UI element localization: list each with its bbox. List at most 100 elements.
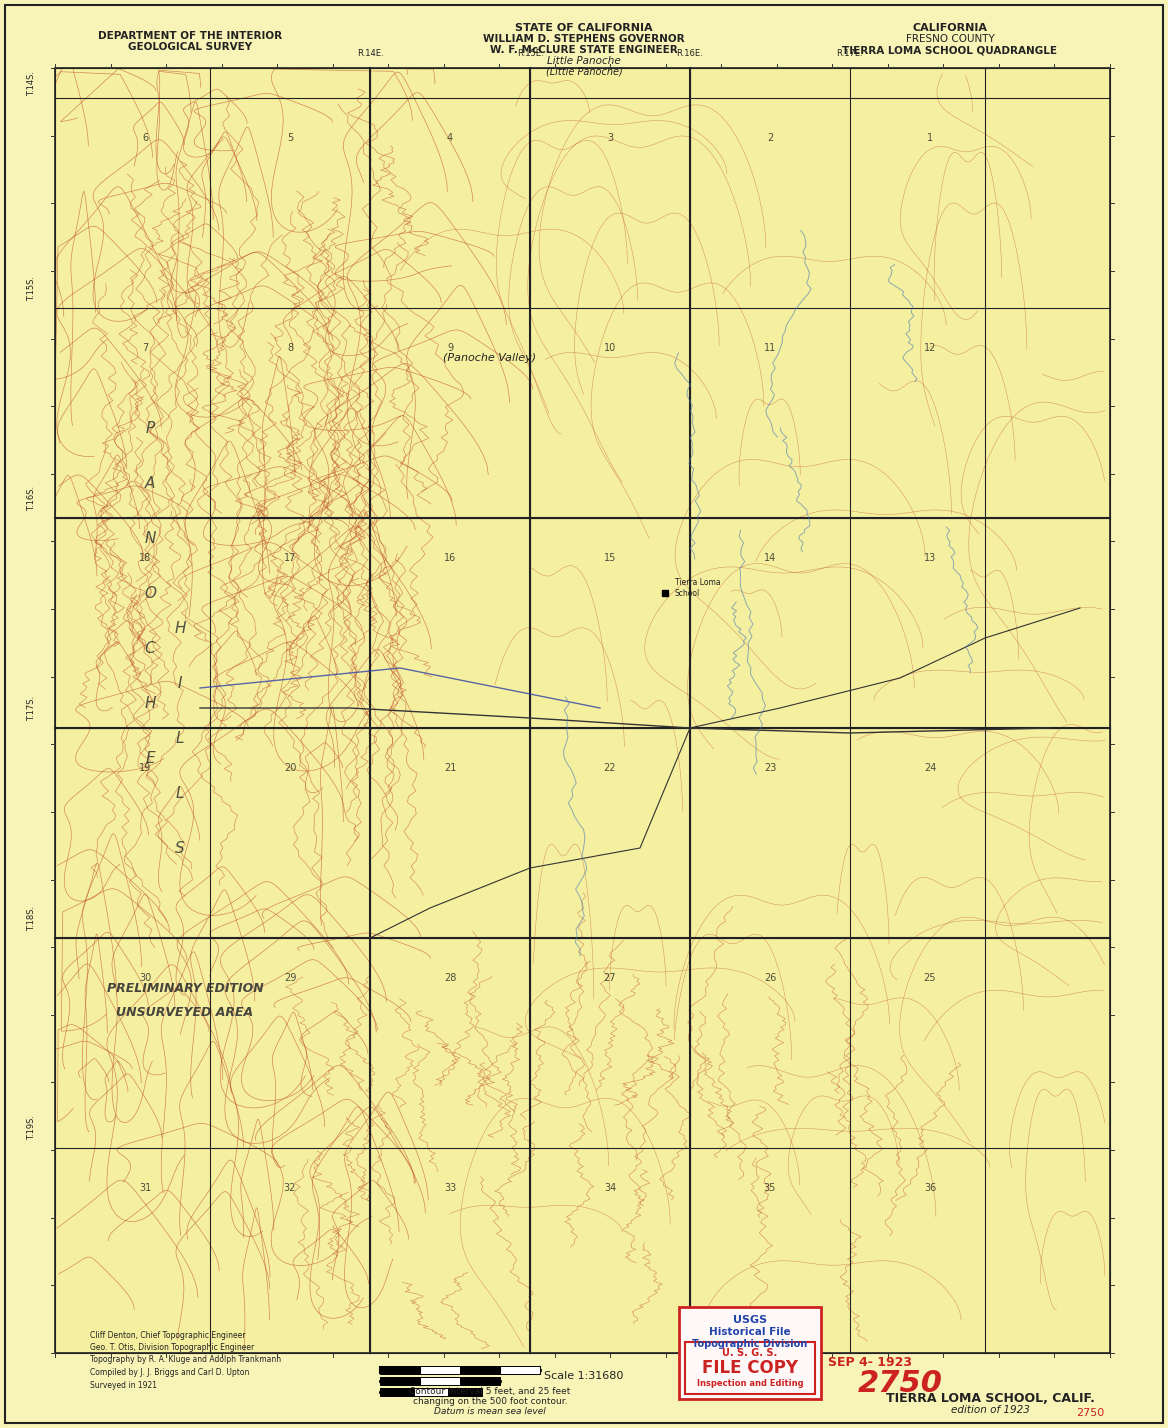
Text: 13: 13 [924,553,936,563]
Text: H: H [145,695,155,711]
Text: 20: 20 [284,763,297,773]
Text: 5: 5 [287,133,293,143]
Bar [449,1388,482,1397]
Text: FRESNO COUNTY: FRESNO COUNTY [905,34,994,44]
Text: 15: 15 [604,553,617,563]
Bar [500,1367,540,1374]
Text: 33: 33 [444,1182,457,1192]
Text: PRELIMINARY EDITION: PRELIMINARY EDITION [106,981,263,994]
Text: 7: 7 [141,343,148,353]
Text: SEP 4- 1923: SEP 4- 1923 [828,1357,912,1369]
Text: 4: 4 [447,133,453,143]
Text: 17: 17 [284,553,297,563]
Text: (Panoche Valley): (Panoche Valley) [444,353,536,363]
Text: 6: 6 [142,133,148,143]
Text: DEPARTMENT OF THE INTERIOR: DEPARTMENT OF THE INTERIOR [98,31,281,41]
Text: T.15S.: T.15S. [28,276,36,300]
Text: T.19S.: T.19S. [28,1115,36,1141]
Text: 11: 11 [764,343,776,353]
Text: S: S [175,841,185,855]
Text: 2750: 2750 [857,1368,943,1398]
Text: 36: 36 [924,1182,936,1192]
Text: 23: 23 [764,763,777,773]
Text: E: E [145,751,155,765]
FancyBboxPatch shape [679,1307,821,1399]
Text: C: C [145,641,155,655]
Text: 9: 9 [447,343,453,353]
Text: 26: 26 [764,972,777,982]
Bar [380,1388,413,1397]
Text: Cliff Denton, Chief Topographic Engineer
Geo. T. Otis, Division Topographic Engi: Cliff Denton, Chief Topographic Engineer… [90,1331,281,1389]
Text: WILLIAM D. STEPHENS GOVERNOR: WILLIAM D. STEPHENS GOVERNOR [484,34,684,44]
Text: USGS: USGS [734,1315,767,1325]
Text: CALIFORNIA: CALIFORNIA [912,23,987,33]
Text: 8: 8 [287,343,293,353]
Text: L: L [175,785,185,801]
Text: Contour interval 5 feet, and 25 feet
changing on the 500 foot contour.: Contour interval 5 feet, and 25 feet cha… [409,1387,571,1407]
Bar [420,1367,460,1374]
Text: R.16E.: R.16E. [676,49,703,57]
Text: FILE COPY: FILE COPY [702,1359,798,1377]
Text: GEOLOGICAL SURVEY: GEOLOGICAL SURVEY [128,41,252,51]
Text: Little Panoche: Little Panoche [547,56,621,66]
Text: T.14S.: T.14S. [28,70,36,96]
Bar [413,1388,449,1397]
Text: 16: 16 [444,553,457,563]
Text: 2750: 2750 [1076,1408,1104,1418]
Text: edition of 1923: edition of 1923 [951,1405,1029,1415]
Bar [420,1377,460,1385]
Bar [460,1377,500,1385]
Text: H: H [174,621,186,635]
Text: 28: 28 [444,972,457,982]
Text: STATE OF CALIFORNIA: STATE OF CALIFORNIA [515,23,653,33]
Text: 34: 34 [604,1182,617,1192]
Text: Historical File: Historical File [709,1327,791,1337]
Text: TIERRA LOMA SCHOOL, CALIF.: TIERRA LOMA SCHOOL, CALIF. [885,1391,1094,1405]
Text: 18: 18 [139,553,151,563]
Text: 25: 25 [924,972,937,982]
Bar [380,1377,420,1385]
Text: 14: 14 [764,553,776,563]
Text: Inspection and Editing: Inspection and Editing [696,1379,804,1388]
Text: 10: 10 [604,343,617,353]
Text: 35: 35 [764,1182,777,1192]
Text: 1: 1 [927,133,933,143]
Text: Topographic Division: Topographic Division [693,1339,807,1349]
Bar [380,1367,420,1374]
Text: I: I [178,675,182,691]
Text: Scale 1:31680: Scale 1:31680 [544,1371,624,1381]
Text: T.16S.: T.16S. [28,486,36,511]
Text: Datum is mean sea level: Datum is mean sea level [434,1407,545,1417]
Text: 27: 27 [604,972,617,982]
Text: TIERRA LOMA SCHOOL QUADRANGLE: TIERRA LOMA SCHOOL QUADRANGLE [842,46,1057,56]
Text: R.15E.: R.15E. [516,49,543,57]
Text: U. S. G. S.: U. S. G. S. [722,1348,778,1358]
Bar [460,1367,500,1374]
Bar [55,69,1110,1352]
Text: R.17E.: R.17E. [836,49,863,57]
Text: P: P [145,420,154,436]
Text: 19: 19 [139,763,151,773]
Text: T.18S.: T.18S. [28,905,36,931]
Text: 29: 29 [284,972,297,982]
Text: 30: 30 [139,972,151,982]
Text: A: A [145,476,155,490]
Text: O: O [144,585,157,601]
Text: L: L [175,731,185,745]
Text: UNSURVEYED AREA: UNSURVEYED AREA [117,1007,253,1020]
Text: 32: 32 [284,1182,297,1192]
Text: 31: 31 [139,1182,151,1192]
Text: R.14E.: R.14E. [356,49,383,57]
Text: 2: 2 [767,133,773,143]
Text: 3: 3 [607,133,613,143]
Text: 24: 24 [924,763,937,773]
Text: N: N [145,530,155,545]
Bar [684,1342,815,1394]
Text: T.17S.: T.17S. [28,695,36,721]
Text: Tierra Loma
School: Tierra Loma School [675,578,721,598]
Text: (Little Panoche): (Little Panoche) [545,66,623,76]
Text: W. F. McCLURE STATE ENGINEER: W. F. McCLURE STATE ENGINEER [491,46,677,56]
Text: 12: 12 [924,343,937,353]
Text: 21: 21 [444,763,457,773]
Text: 22: 22 [604,763,617,773]
